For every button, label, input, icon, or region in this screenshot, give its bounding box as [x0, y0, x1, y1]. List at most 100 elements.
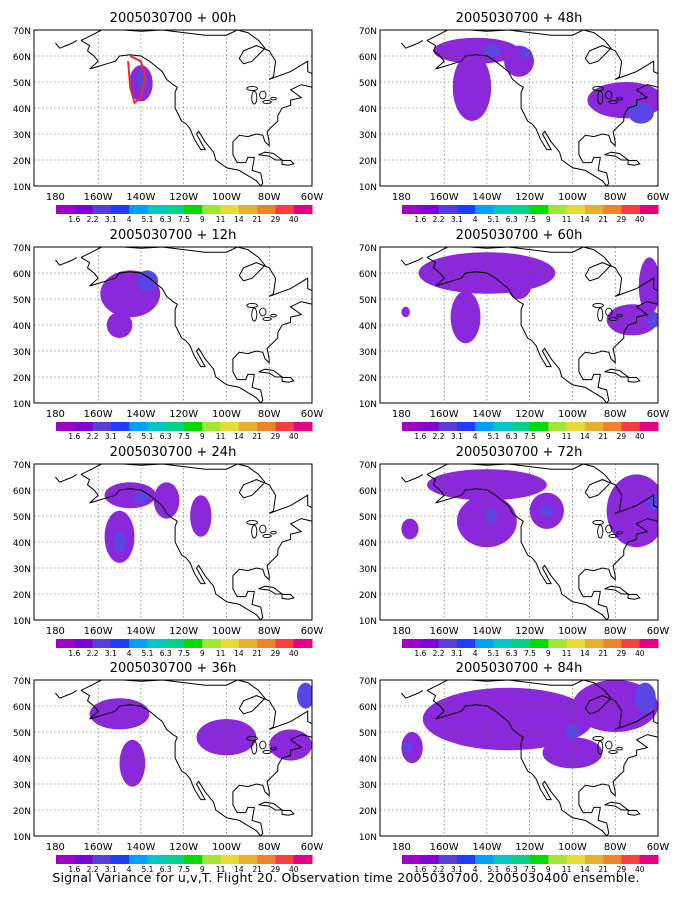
lat-tick-label: 30N — [13, 131, 31, 141]
lat-tick-label: 40N — [13, 105, 31, 115]
colorbar-label: 1.6 — [68, 649, 80, 658]
lat-tick-label: 70N — [13, 244, 31, 254]
lat-tick-label: 10N — [13, 617, 31, 627]
colorbar-swatch — [238, 422, 258, 431]
colorbar-label: 5.1 — [141, 215, 153, 224]
colorbar-swatch — [603, 205, 622, 214]
colorbar-label: 21 — [252, 649, 262, 658]
colorbar-swatch — [257, 422, 276, 431]
lat-tick-label: 40N — [359, 539, 377, 549]
colorbar-swatch — [257, 639, 276, 648]
lon-tick-label: 100W — [212, 409, 241, 420]
colorbar-swatch — [220, 639, 240, 648]
lon-tick-label: 180 — [46, 409, 65, 420]
colorbar-label: 9 — [546, 649, 551, 658]
colorbar-swatch — [293, 639, 313, 648]
coastline — [55, 473, 78, 483]
colorbar-swatch — [56, 855, 75, 864]
lon-tick-label: 60W — [647, 192, 670, 203]
colorbar-swatch — [202, 639, 222, 648]
panel-title: 2005030700 + 72h — [456, 445, 583, 460]
variance-contour — [401, 306, 410, 318]
coastline — [426, 473, 608, 620]
colorbar-label: 2.2 — [433, 432, 445, 441]
panel-title: 2005030700 + 60h — [456, 228, 583, 243]
colorbar-swatch — [639, 639, 659, 648]
colorbar-swatch — [566, 422, 586, 431]
colorbar-swatch — [184, 639, 203, 648]
lat-tick-label: 70N — [359, 244, 377, 254]
lake-outline — [605, 740, 613, 750]
colorbar-label: 21 — [252, 865, 262, 874]
lon-tick-label: 120W — [515, 409, 544, 420]
colorbar-swatch — [74, 855, 94, 864]
colorbar-swatch — [511, 855, 531, 864]
colorbar-swatch — [129, 205, 148, 214]
colorbar-label: 9 — [200, 649, 205, 658]
lon-tick-label: 180 — [392, 626, 411, 637]
colorbar-swatch — [548, 205, 568, 214]
coastline — [401, 256, 424, 266]
colorbar-swatch — [438, 205, 458, 214]
colorbar-swatch — [621, 205, 641, 214]
map-area — [34, 30, 312, 186]
colorbar-label: 40 — [635, 432, 645, 441]
variance-contour — [647, 312, 658, 328]
colorbar-swatch — [74, 205, 94, 214]
colorbar-label: 40 — [635, 649, 645, 658]
colorbar-label: 9 — [546, 215, 551, 224]
variance-contour — [422, 687, 594, 751]
colorbar-swatch — [110, 855, 130, 864]
colorbar-swatch — [293, 855, 313, 864]
colorbar-swatch — [420, 422, 440, 431]
colorbar-swatch — [493, 422, 513, 431]
lat-tick-label: 60N — [13, 703, 31, 713]
variance-contour — [134, 491, 148, 505]
colorbar-label: 1.6 — [414, 865, 426, 874]
colorbar-swatch — [238, 855, 258, 864]
lake-outline — [608, 100, 618, 105]
coastline — [55, 39, 78, 49]
lake-outline — [270, 746, 277, 751]
colorbar-swatch — [420, 639, 440, 648]
lake-outline — [246, 735, 258, 742]
colorbar-label: 14 — [234, 865, 244, 874]
colorbar-label: 14 — [580, 432, 590, 441]
colorbar-label: 5.1 — [487, 215, 499, 224]
coastline — [80, 464, 312, 620]
colorbar-label: 6.3 — [506, 865, 518, 874]
lat-tick-label: 70N — [359, 27, 377, 37]
lake-outline — [270, 96, 277, 101]
colorbar-swatch — [402, 205, 421, 214]
colorbar-label: 6.3 — [160, 649, 172, 658]
map-area — [34, 464, 312, 620]
colorbar-swatch — [548, 639, 568, 648]
colorbar-label: 6.3 — [506, 215, 518, 224]
lon-tick-label: 60W — [647, 626, 670, 637]
variance-contour — [628, 102, 654, 124]
colorbar-label: 29 — [271, 649, 281, 658]
colorbar-swatch — [584, 639, 604, 648]
colorbar-label: 1.6 — [414, 215, 426, 224]
colorbar-swatch — [511, 422, 531, 431]
colorbar-label: 29 — [617, 215, 627, 224]
colorbar-label: 1.6 — [68, 865, 80, 874]
coastline — [55, 689, 78, 699]
map-area — [380, 680, 658, 836]
colorbar-swatch — [92, 205, 112, 214]
variance-contour — [89, 698, 150, 730]
colorbar-swatch — [56, 205, 75, 214]
colorbar-label: 40 — [289, 432, 299, 441]
colorbar-label: 4 — [473, 215, 478, 224]
colorbar-label: 3.1 — [105, 215, 117, 224]
lat-tick-label: 50N — [359, 79, 377, 89]
coastline — [426, 680, 658, 836]
colorbar-swatch — [475, 855, 494, 864]
lon-tick-label: 60W — [301, 409, 324, 420]
colorbar-label: 40 — [289, 865, 299, 874]
lake-outline — [592, 519, 604, 526]
colorbar-swatch — [238, 639, 258, 648]
island-coast — [281, 160, 295, 166]
lat-tick-label: 40N — [13, 755, 31, 765]
map-frame — [33, 463, 313, 621]
